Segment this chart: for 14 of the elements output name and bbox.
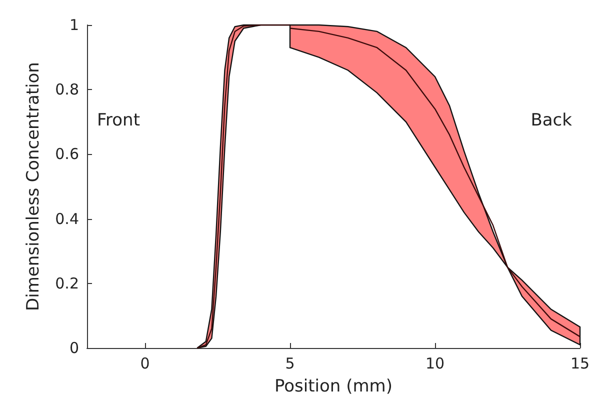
y-axis-title: Dimensionless Concentration [24,62,44,311]
annotation: Back [530,110,572,130]
annotation: Front [97,110,140,130]
x-axis-title: Position (mm) [274,376,392,396]
y-tick-label: 0.8 [55,80,79,99]
y-tick-label: 1 [69,16,79,34]
y-tick-label: 0.2 [55,274,79,292]
y-tick-label: 0.4 [55,210,79,228]
x-tick-label: 10 [425,354,445,372]
y-tick-label: 0 [69,339,79,357]
x-tick-label: 0 [140,354,150,372]
y-tick-label: 0.6 [55,145,79,164]
x-tick-label: 5 [285,354,295,372]
x-tick-label: 15 [570,354,590,372]
